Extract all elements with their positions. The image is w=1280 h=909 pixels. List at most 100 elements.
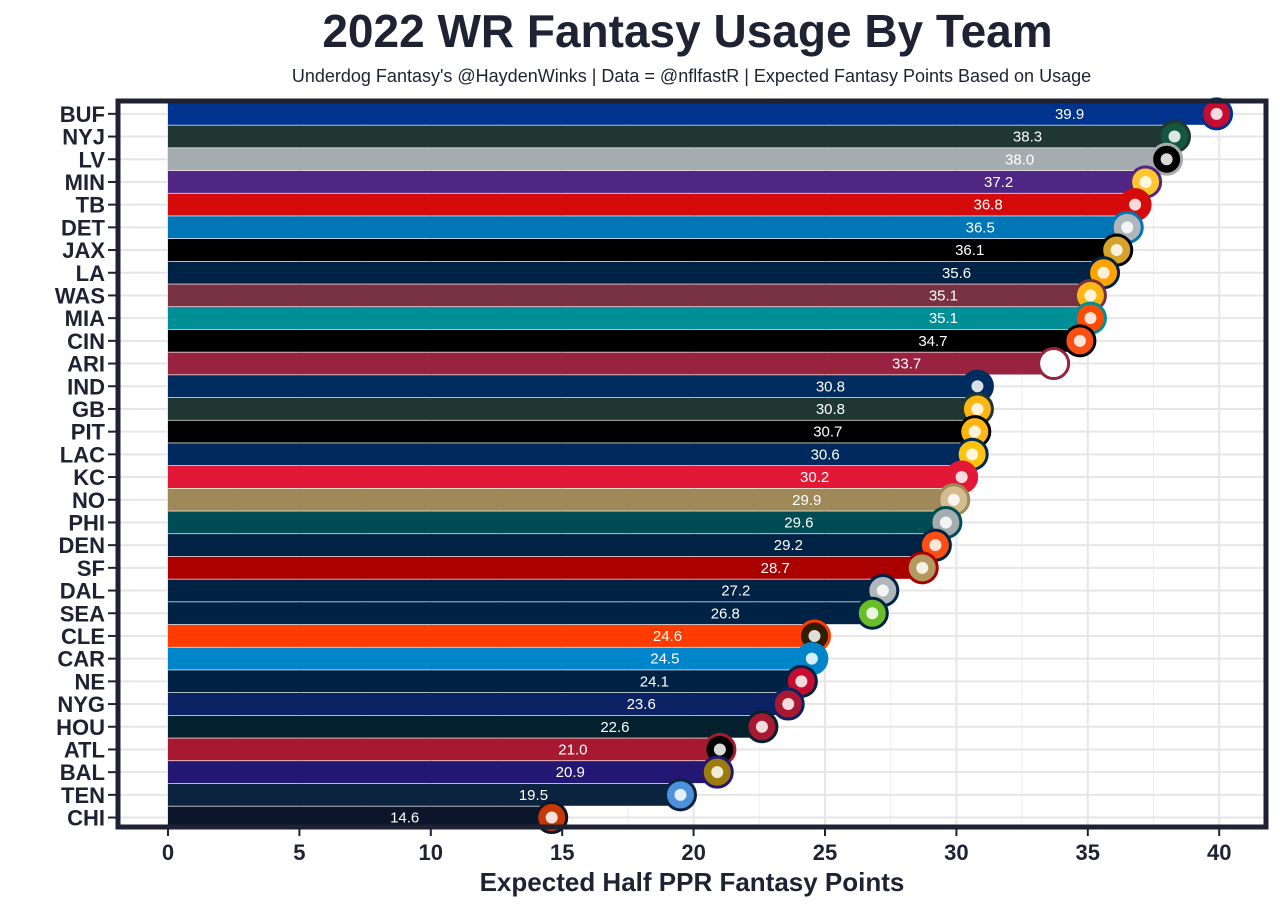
y-tick-label-sf: SF [77, 556, 105, 581]
data-label-car: 24.5 [650, 651, 679, 668]
y-tick-label-atl: ATL [64, 737, 105, 762]
y-tick-label-lac: LAC [60, 442, 105, 467]
y-tick-label-dal: DAL [60, 579, 105, 604]
bar-atl [168, 738, 720, 761]
data-label-dal: 27.2 [721, 583, 750, 600]
bar-cle [168, 624, 815, 647]
team-logo-center [1160, 153, 1173, 166]
data-label-cin: 34.7 [918, 333, 947, 350]
bars [168, 102, 1217, 829]
y-axis: BUFNYJLVMINTBDETJAXLAWASMIACINARIINDGBPI… [55, 102, 116, 831]
bar-phi [168, 511, 946, 534]
x-tick-label-0: 0 [162, 840, 174, 865]
y-tick-label-chi: CHI [67, 806, 105, 831]
bar-gb [168, 397, 978, 420]
y-tick-label-den: DEN [59, 533, 105, 558]
bar-ind [168, 375, 978, 398]
data-label-gb: 30.8 [816, 401, 845, 418]
bar-car [168, 647, 812, 670]
data-label-ari: 33.7 [892, 356, 921, 373]
team-logo-center [916, 561, 929, 574]
x-tick-label-5: 5 [293, 840, 305, 865]
data-label-min: 37.2 [984, 174, 1013, 191]
data-labels: 39.9 38.3 38.0 37.2 36.8 36.5 36.1 35.6 35.1 35.1… [390, 106, 1084, 827]
team-logo-center [1047, 357, 1060, 370]
team-logo-ten [663, 778, 697, 812]
y-tick-label-car: CAR [57, 647, 105, 672]
data-label-phi: 29.6 [784, 514, 813, 531]
bar-sf [168, 556, 923, 579]
team-logo-center [1084, 289, 1097, 302]
y-tick-label-sea: SEA [60, 601, 105, 626]
data-label-ten: 19.5 [519, 787, 548, 804]
y-tick-label-tb: TB [76, 193, 105, 218]
data-label-hou: 22.6 [600, 719, 629, 736]
y-tick-label-was: WAS [55, 283, 105, 308]
team-logo-center [713, 743, 726, 756]
x-tick-label-20: 20 [681, 840, 705, 865]
data-label-tb: 36.8 [974, 197, 1003, 214]
team-logo-center [971, 380, 984, 393]
team-logo-was [1073, 278, 1107, 312]
bar-no [168, 488, 954, 511]
data-label-ne: 24.1 [640, 673, 669, 690]
team-logo-sea [855, 596, 889, 630]
team-logo-center [971, 402, 984, 415]
y-tick-label-hou: HOU [56, 715, 105, 740]
team-logo-lv [1150, 142, 1184, 176]
data-label-was: 35.1 [929, 287, 958, 304]
team-logo-hou [745, 710, 779, 744]
bar-det [168, 216, 1128, 239]
data-label-lv: 38.0 [1005, 151, 1034, 168]
data-label-den: 29.2 [774, 537, 803, 554]
data-label-pit: 30.7 [813, 424, 842, 441]
y-tick-label-cin: CIN [67, 329, 105, 354]
team-logo-sf [905, 551, 939, 585]
x-tick-label-15: 15 [550, 840, 574, 865]
y-tick-label-lv: LV [79, 147, 106, 172]
x-axis-title: Expected Half PPR Fantasy Points [480, 867, 905, 897]
team-logo-center [1097, 266, 1110, 279]
team-logo-center [674, 788, 687, 801]
y-tick-label-no: NO [72, 488, 105, 513]
bar-ari [168, 352, 1054, 375]
team-logo-nyg [771, 687, 805, 721]
data-label-bal: 20.9 [556, 764, 585, 781]
bar-lac [168, 443, 973, 466]
bar-tb [168, 193, 1136, 216]
team-logos [535, 97, 1234, 835]
data-label-buf: 39.9 [1055, 106, 1084, 123]
team-logo-center [782, 698, 795, 711]
team-logo-center [929, 539, 942, 552]
data-label-la: 35.6 [942, 265, 971, 282]
bar-min [168, 170, 1146, 193]
team-logo-ari [1037, 347, 1071, 381]
y-tick-label-ind: IND [67, 374, 105, 399]
bar-chi [168, 806, 552, 829]
data-label-nyg: 23.6 [627, 696, 656, 713]
team-logo-center [805, 652, 818, 665]
team-logo-center [1139, 175, 1152, 188]
team-logo-center [1110, 244, 1123, 257]
data-label-nyj: 38.3 [1013, 129, 1042, 146]
x-tick-label-30: 30 [944, 840, 968, 865]
bar-dal [168, 579, 883, 602]
bar-ne [168, 670, 802, 693]
x-tick-label-40: 40 [1207, 840, 1231, 865]
bar-den [168, 534, 936, 557]
data-label-lac: 30.6 [811, 446, 840, 463]
panel-border [115, 98, 1269, 830]
team-logo-center [755, 720, 768, 733]
team-logo-center [795, 675, 808, 688]
data-label-kc: 30.2 [800, 469, 829, 486]
x-tick-label-35: 35 [1076, 840, 1100, 865]
team-logo-ind [960, 369, 994, 403]
y-tick-label-jax: JAX [62, 238, 105, 263]
y-tick-label-la: LA [76, 261, 105, 286]
data-label-sea: 26.8 [711, 605, 740, 622]
x-tick-label-25: 25 [813, 840, 837, 865]
x-axis: 0 5 10 15 20 25 30 35 40 [162, 829, 1231, 865]
team-logo-center [876, 584, 889, 597]
bar-kc [168, 466, 962, 488]
team-logo-center [1168, 130, 1181, 143]
